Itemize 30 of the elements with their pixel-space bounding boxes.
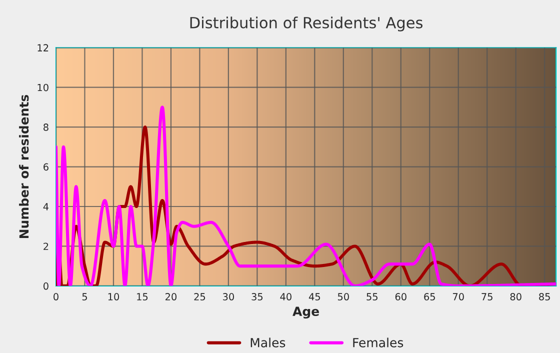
x-axis-title: Age: [292, 306, 319, 319]
x-tick-label: 50: [338, 293, 349, 300]
x-tick-label: 25: [194, 293, 206, 300]
y-tick-label: 2: [44, 242, 48, 250]
x-tick-label: 45: [308, 293, 320, 300]
legend-label: Males: [250, 338, 286, 348]
chart-title: Distribution of Residents' Ages: [190, 16, 422, 32]
x-tick-label: 10: [108, 293, 120, 300]
x-tick-label: 60: [395, 293, 406, 300]
y-axis-title: Number of residents: [19, 94, 29, 238]
x-tick-label: 85: [539, 293, 550, 300]
x-tick-label: 30: [222, 293, 234, 300]
x-tick-label: 65: [424, 293, 435, 300]
x-tick-label: 70: [452, 293, 464, 300]
x-tick-label: 75: [482, 293, 492, 300]
legend-label: Females: [353, 338, 404, 348]
y-tick-label: 6: [44, 163, 48, 171]
x-tick-label: 80: [510, 293, 522, 300]
y-tick-label: 0: [44, 282, 48, 290]
x-tick-label: 40: [280, 293, 292, 300]
y-tick-label: 4: [43, 203, 49, 210]
x-tick-label: 35: [252, 293, 263, 300]
x-tick-label: 15: [137, 293, 148, 300]
x-tick-label: 5: [82, 293, 87, 300]
y-tick-label: 12: [38, 44, 48, 52]
x-tick-label: 20: [165, 293, 176, 300]
y-tick-label: 10: [38, 84, 48, 92]
y-tick-label: 8: [44, 124, 48, 131]
x-tick-label: 55: [366, 293, 378, 300]
x-tick-label: 0: [54, 293, 58, 300]
